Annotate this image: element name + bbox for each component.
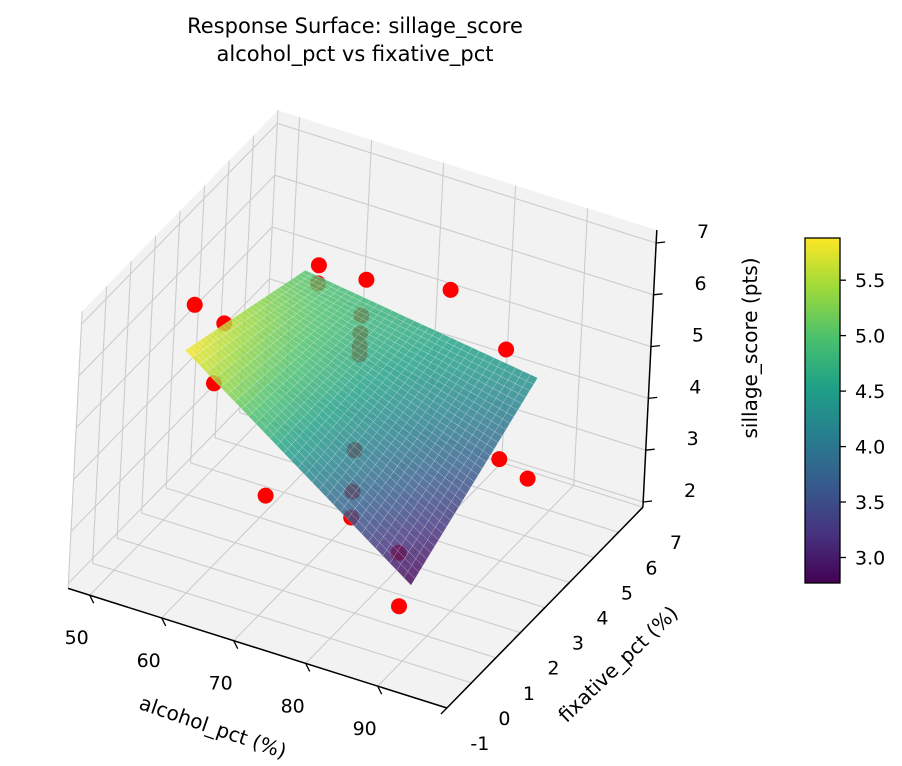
y-tick-label: 3 [572,633,584,655]
x-tick-label: 50 [65,627,89,649]
data-point [491,451,508,468]
z-tick-label: 7 [697,221,709,243]
x-tick-label: 60 [137,650,161,672]
z-tick-label: 3 [687,428,699,450]
tick-marks [89,241,666,715]
y-tick-label: 2 [547,658,559,680]
y-tick-label: 6 [645,557,657,579]
chart-title-line1: Response Surface: sillage_score [187,14,523,38]
colorbar [804,237,846,584]
x-tick-label: 80 [281,695,305,717]
data-point [310,257,327,274]
data-point [257,487,274,504]
y-tick-label: 4 [596,608,608,630]
chart-title-line2: alcohol_pct vs fixative_pct [216,42,494,66]
z-tick-label: 2 [684,480,696,502]
z-axis-label: sillage_score (pts) [738,257,762,439]
data-point [442,281,459,298]
colorbar-gradient [804,237,841,584]
y-tick-label: 0 [498,708,510,730]
colorbar-tick-label: 5.0 [855,326,885,348]
y-tick-label: -1 [470,733,489,755]
colorbar-tick-label: 4.0 [855,437,885,459]
x-tick-label: 70 [209,673,233,695]
surface-mesh [184,270,538,586]
colorbar-tick-label: 3.0 [855,548,885,570]
data-point [498,341,515,358]
y-tick-label: 5 [621,582,633,604]
colorbar-tick-labels: 3.0 3.5 4.0 4.5 5.0 5.5 [855,270,885,569]
y-tick-label: 1 [523,683,535,705]
z-axis-spine [642,230,658,508]
colorbar-tick-label: 4.5 [855,381,885,403]
colorbar-tick-label: 5.5 [855,270,885,292]
chart-title: Response Surface: sillage_score alcohol_… [187,12,523,68]
y-tick-label: 7 [670,532,682,554]
z-tick-label: 6 [694,273,706,295]
x-tick-label: 90 [353,718,377,740]
data-point [519,470,536,487]
data-point [391,598,407,615]
x-axis-spine [67,587,448,709]
colorbar-tick-label: 3.5 [855,492,885,514]
data-point [358,271,375,288]
z-tick-label: 5 [692,325,704,347]
data-point [186,296,203,313]
z-tick-label: 4 [689,376,701,398]
